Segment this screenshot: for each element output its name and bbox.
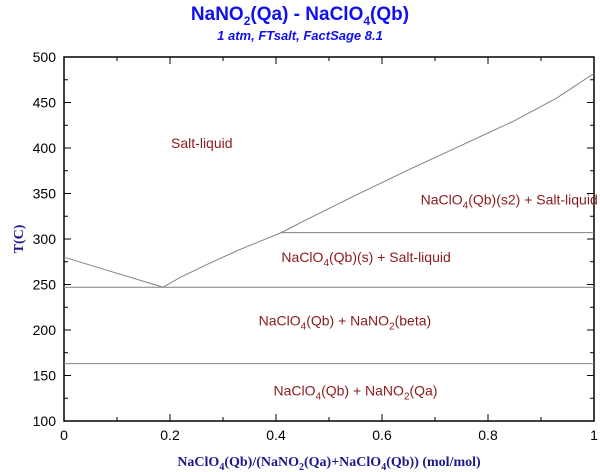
plot-frame — [63, 56, 595, 422]
text-part: NaClO — [281, 249, 323, 265]
y-tick-label: 400 — [33, 140, 57, 156]
text-part: NaClO — [259, 312, 301, 328]
x-tick-label: 0.4 — [266, 427, 286, 443]
y-axis-label: T(C) — [12, 224, 27, 253]
text-part: (Qb) + NaNO — [321, 383, 404, 399]
region-label: NaClO4(Qb)(s2) + Salt-liquid — [421, 191, 598, 211]
text-part: (Qa) — [410, 383, 438, 399]
text-part: (Qb)) (mol/mol) — [386, 455, 481, 470]
region-label: NaClO4(Qb) + NaNO2(beta) — [259, 312, 432, 332]
y-tick-label: 350 — [33, 186, 57, 202]
text-part: Salt-liquid — [171, 135, 232, 151]
y-tick-label: 500 — [33, 49, 57, 65]
text-part: 4 — [316, 392, 322, 403]
text-part: 2 — [404, 392, 410, 403]
text-part: 4 — [463, 200, 469, 211]
phase-boundary-2 — [162, 72, 595, 288]
text-part: 4 — [219, 462, 224, 472]
text-part: 2 — [389, 321, 395, 332]
text-part: NaClO — [177, 455, 219, 470]
y-tick-label: 250 — [33, 277, 57, 293]
x-tick-label: 0.2 — [160, 427, 180, 443]
text-part: (Qb)(s) + Salt-liquid — [329, 249, 451, 265]
text-part: NaClO — [274, 383, 316, 399]
y-tick-label: 150 — [33, 368, 57, 384]
region-label: Salt-liquid — [171, 135, 232, 151]
text-part: (Qb) + NaNO — [306, 312, 389, 328]
x-axis-label: NaClO4(Qb)/(NaNO2(Qa)+NaClO4(Qb)) (mol/m… — [177, 455, 481, 472]
chart-title: NaNO2(Qa) - NaClO4(Qb) — [190, 4, 410, 28]
region-label: NaClO4(Qb) + NaNO2(Qa) — [274, 383, 438, 403]
text-part: 2 — [299, 462, 304, 472]
text-part: 4 — [381, 462, 386, 472]
text-part: (Qa)+NaClO — [304, 455, 381, 470]
text-part: (beta) — [395, 312, 432, 328]
text-part: 4 — [301, 321, 307, 332]
y-tick-label: 100 — [33, 413, 57, 429]
x-tick-label: 0.6 — [372, 427, 392, 443]
text-part: 4 — [323, 258, 329, 269]
x-tick-label: 1 — [590, 427, 598, 443]
text-part: (Qb)(s2) + Salt-liquid — [468, 191, 598, 207]
text-part: (Qb)/(NaNO — [224, 455, 299, 470]
chart-subtitle: 1 atm, FTsalt, FactSage 8.1 — [217, 28, 383, 43]
x-tick-label: 0.8 — [478, 427, 498, 443]
region-label: NaClO4(Qb)(s) + Salt-liquid — [281, 249, 450, 269]
phase-boundary-1 — [63, 256, 164, 288]
x-tick-label: 0 — [60, 427, 68, 443]
y-tick-label: 450 — [33, 95, 57, 111]
y-tick-label: 200 — [33, 322, 57, 338]
y-tick-label: 300 — [33, 231, 57, 247]
text-part: NaClO — [421, 191, 463, 207]
